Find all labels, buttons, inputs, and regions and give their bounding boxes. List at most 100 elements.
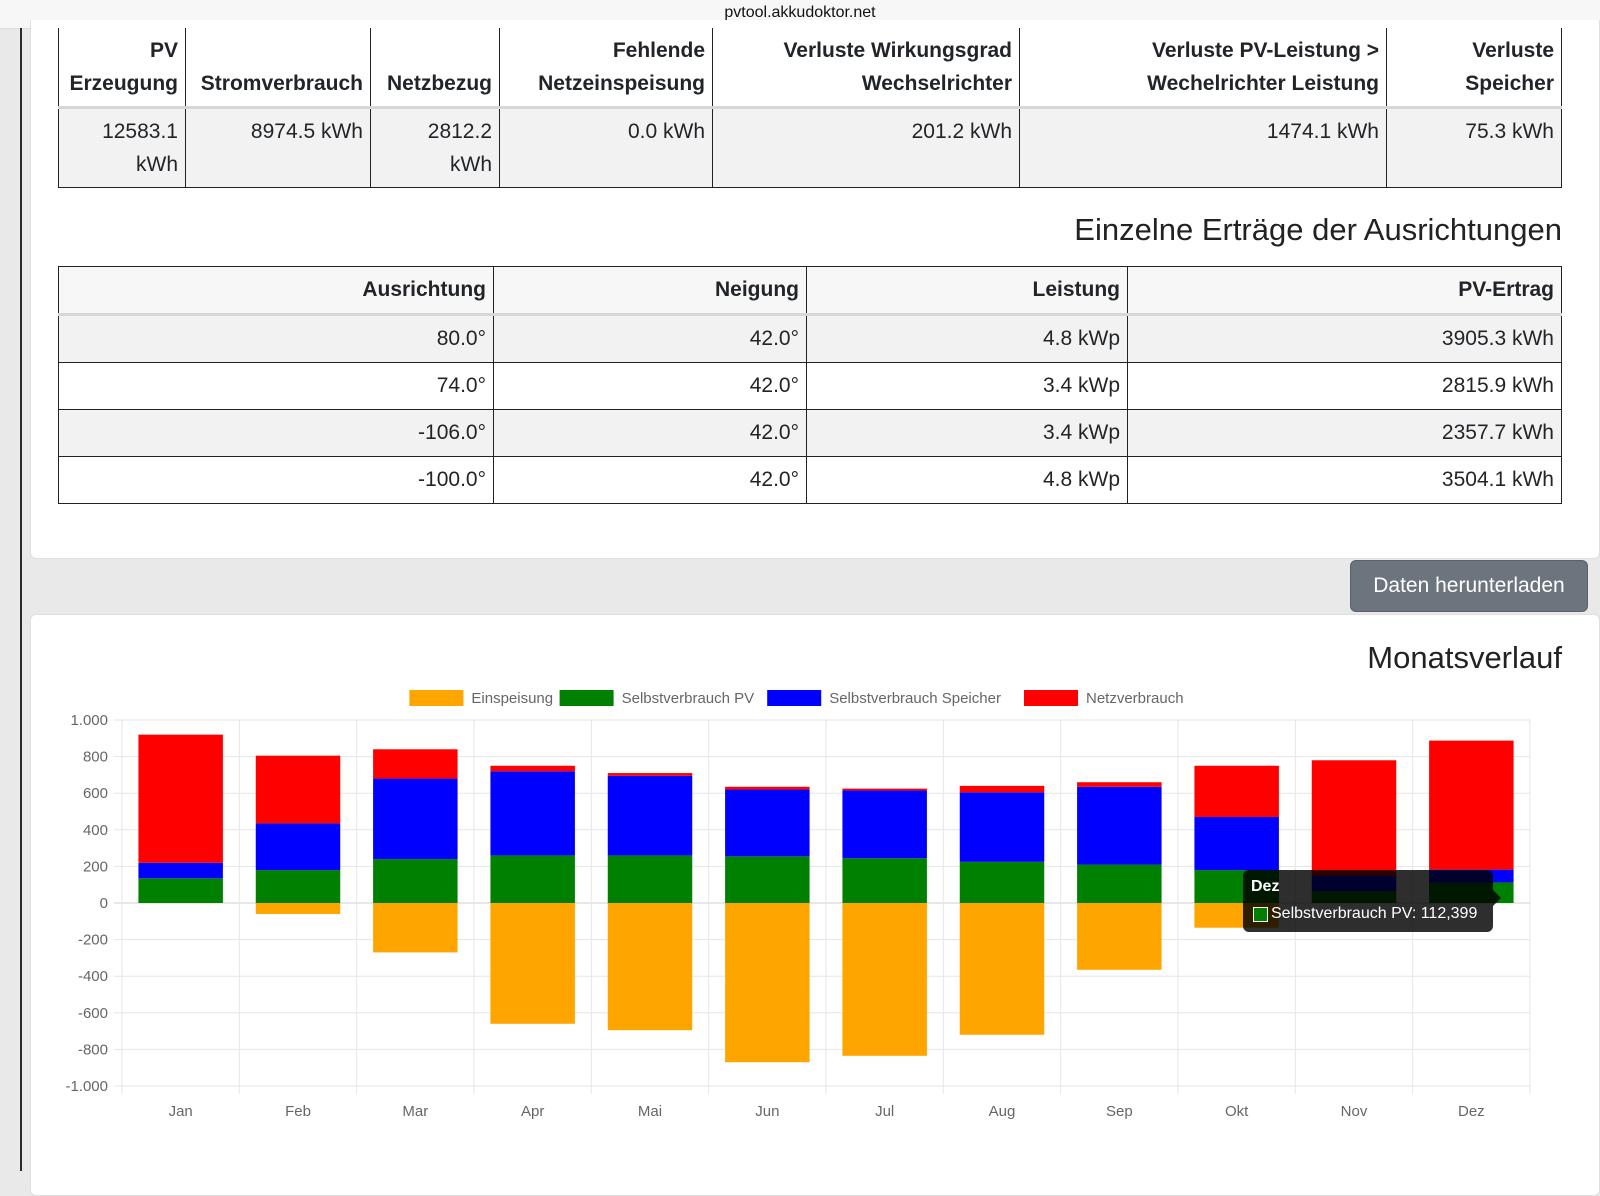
x-tick-label: Feb [285, 1103, 311, 1120]
cell-neigung: 42.0° [493, 362, 807, 410]
bar-segment-selbstverbrauch-speicher [138, 862, 223, 879]
cell-ausrichtung: -106.0° [58, 409, 494, 457]
bar-segment-einspeisung [959, 903, 1045, 1035]
legend-label: Selbstverbrauch Speicher [829, 690, 1001, 707]
bar-segment-einspeisung [1077, 903, 1162, 970]
bar-segment-einspeisung [490, 903, 575, 1024]
cell-neigung: 42.0° [493, 314, 807, 363]
tooltip-text: Selbstverbrauch PV: 112,399 [1271, 905, 1478, 922]
bar-segment-selbstverbrauch-pv [490, 855, 575, 903]
bar-segment-selbstverbrauch-speicher [842, 790, 927, 859]
x-tick-label: Aug [989, 1103, 1016, 1120]
chart-tooltip: Dez Selbstverbrauch PV: 112,399 [1243, 870, 1501, 932]
value-verluste-speicher: 75.3 kWh [1386, 107, 1562, 188]
x-tick-label: Mar [402, 1103, 428, 1120]
bar-segment-netzverbrauch [1194, 765, 1279, 817]
header-stromverbrauch: Stromverbrauch [185, 28, 371, 109]
table-row: 80.0° 42.0° 4.8 kWp 3905.3 kWh [58, 314, 1562, 363]
table-row: 74.0° 42.0° 3.4 kWp 2815.9 kWh [58, 362, 1562, 410]
cell-ausrichtung: -100.0° [58, 456, 494, 504]
value-pv-erzeugung: 12583.1 kWh [58, 107, 186, 188]
x-tick-label: Jun [755, 1103, 779, 1120]
x-tick-label: Nov [1341, 1103, 1368, 1120]
bar-segment-selbstverbrauch-speicher [1077, 786, 1162, 865]
header-verluste-wirkungsgrad: Verluste Wirkungsgrad Wechselrichter [712, 28, 1020, 109]
x-tick-label: Mai [638, 1103, 662, 1120]
cell-ausrichtung: 74.0° [58, 362, 494, 410]
value-verluste-pv-leistung: 1474.1 kWh [1019, 107, 1387, 188]
header-pv-erzeugung: PV Erzeugung [58, 28, 186, 109]
table-row: -106.0° 42.0° 3.4 kWp 2357.7 kWh [58, 409, 1562, 457]
x-tick-label: Jan [169, 1103, 193, 1120]
legend-swatch [1024, 690, 1078, 706]
bar-segment-selbstverbrauch-pv [842, 858, 927, 903]
tooltip-title: Dez [1251, 878, 1280, 895]
y-tick-label: -600 [78, 1005, 108, 1022]
header-fehlende-netzeinspeisung: Fehlende Netzeinspeisung [499, 28, 713, 109]
cell-pv-ertrag: 2357.7 kWh [1127, 409, 1562, 457]
legend-label: Netzverbrauch [1086, 690, 1184, 707]
bar-segment-selbstverbrauch-pv [255, 870, 341, 903]
cell-leistung: 4.8 kWp [806, 314, 1128, 363]
y-tick-label: 600 [83, 785, 108, 802]
y-tick-label: 400 [83, 822, 108, 839]
header-pv-ertrag: PV-Ertrag [1127, 266, 1562, 316]
legend-swatch [409, 690, 464, 706]
legend-label: Selbstverbrauch PV [622, 690, 755, 707]
bar-segment-selbstverbrauch-pv [607, 855, 693, 903]
bar-segment-selbstverbrauch-pv [1077, 864, 1162, 903]
value-stromverbrauch: 8974.5 kWh [185, 107, 371, 188]
y-tick-label: -800 [78, 1041, 108, 1058]
x-tick-label: Jul [875, 1103, 894, 1120]
bar-segment-selbstverbrauch-speicher [255, 823, 341, 871]
legend-swatch [559, 690, 614, 706]
bar-segment-netzverbrauch [1429, 740, 1514, 870]
tooltip-color-swatch [1253, 907, 1268, 922]
cell-pv-ertrag: 2815.9 kWh [1127, 362, 1562, 410]
orientation-section-title: Einzelne Erträge der Ausrichtungen [1074, 212, 1562, 247]
tooltip-pointer [1493, 890, 1501, 906]
y-tick-label: -200 [78, 932, 108, 949]
bar-segment-netzverbrauch [490, 765, 575, 772]
cell-neigung: 42.0° [493, 456, 807, 504]
y-tick-label: 1.000 [70, 712, 108, 729]
chart-title: Monatsverlauf [1367, 640, 1562, 675]
bar-segment-netzverbrauch [1311, 760, 1397, 876]
bar-segment-selbstverbrauch-speicher [373, 778, 458, 860]
bar-segment-einspeisung [842, 903, 927, 1056]
cell-neigung: 42.0° [493, 409, 807, 457]
header-verluste-pv-leistung: Verluste PV-Leistung > Wechelrichter Leis… [1019, 28, 1387, 109]
y-tick-label: 0 [100, 895, 108, 912]
bar-segment-selbstverbrauch-pv [138, 878, 223, 903]
bar-segment-selbstverbrauch-pv [959, 861, 1045, 903]
cell-pv-ertrag: 3504.1 kWh [1127, 456, 1562, 504]
bar-segment-einspeisung [255, 903, 341, 914]
legend-label: Einspeisung [471, 690, 553, 707]
bar-segment-netzverbrauch [1077, 782, 1162, 787]
x-tick-label: Apr [521, 1103, 544, 1120]
download-data-button[interactable]: Daten herunterladen [1350, 560, 1588, 612]
cell-leistung: 3.4 kWp [806, 362, 1128, 410]
header-ausrichtung: Ausrichtung [58, 266, 494, 316]
bar-segment-netzverbrauch [842, 788, 927, 791]
bar-segment-einspeisung [607, 903, 693, 1031]
header-neigung: Neigung [493, 266, 807, 316]
bar-segment-netzverbrauch [255, 755, 341, 824]
y-tick-label: 200 [83, 858, 108, 875]
bar-segment-selbstverbrauch-pv [725, 856, 810, 903]
bar-segment-netzverbrauch [607, 773, 693, 776]
y-tick-label: -400 [78, 968, 108, 985]
y-tick-label: 800 [83, 749, 108, 766]
bar-segment-netzverbrauch [138, 734, 223, 863]
header-netzbezug: Netzbezug [370, 28, 500, 109]
bar-segment-netzverbrauch [373, 749, 458, 779]
orientation-table: Ausrichtung Neigung Leistung PV-Ertrag 8… [58, 266, 1562, 504]
bar-segment-netzverbrauch [725, 786, 810, 790]
x-tick-label: Dez [1458, 1103, 1485, 1120]
cell-pv-ertrag: 3905.3 kWh [1127, 314, 1562, 363]
table-row: -100.0° 42.0° 4.8 kWp 3504.1 kWh [58, 456, 1562, 504]
bar-segment-selbstverbrauch-speicher [959, 792, 1045, 862]
cell-leistung: 4.8 kWp [806, 456, 1128, 504]
header-leistung: Leistung [806, 266, 1128, 316]
x-tick-label: Sep [1106, 1103, 1133, 1120]
